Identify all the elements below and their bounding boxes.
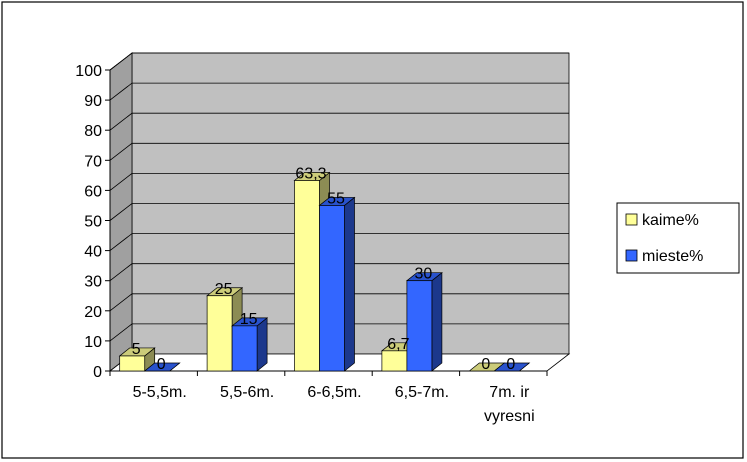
- x-tick-label: 6,5-7m.: [395, 384, 449, 401]
- y-tick-label: 40: [84, 244, 102, 261]
- legend: kaime% mieste%: [616, 202, 740, 274]
- gridline: [109, 172, 569, 191]
- data-label: 15: [240, 311, 258, 328]
- legend-swatch-mieste: [625, 249, 638, 262]
- x-tick-label: 5,5-6m.: [220, 384, 274, 401]
- data-label: 0: [481, 356, 490, 373]
- bar-mieste: [318, 196, 356, 372]
- data-label: 30: [415, 266, 433, 283]
- y-tick-label: 90: [84, 93, 102, 110]
- data-label: 0: [157, 356, 166, 373]
- data-label: 5: [132, 341, 141, 358]
- x-tick-label: 6-6,5m.: [307, 384, 361, 401]
- gridline: [109, 142, 569, 161]
- gridline: [109, 233, 569, 251]
- data-label: 25: [215, 281, 233, 298]
- y-tick-label: 0: [93, 364, 102, 381]
- y-tick-label: 20: [84, 304, 102, 321]
- y-tick-label: 30: [84, 274, 102, 291]
- x-tick-label: vyresni: [484, 408, 535, 425]
- data-label: 6,7: [387, 336, 409, 353]
- bar-mieste: [231, 317, 269, 372]
- data-label: 63,3: [295, 165, 326, 182]
- legend-label-kaime: kaime%: [642, 212, 699, 229]
- gridline: [109, 112, 569, 131]
- gridline: [109, 82, 569, 101]
- gridline: [109, 52, 569, 71]
- bar-mieste: [493, 362, 531, 372]
- y-tick-label: 70: [84, 153, 102, 170]
- y-tick-label: 100: [75, 63, 102, 80]
- legend-label-mieste: mieste%: [642, 248, 703, 265]
- bar-mieste: [405, 271, 443, 372]
- bar-kaime: [118, 347, 156, 372]
- x-tick-label: 5-5,5m.: [133, 384, 187, 401]
- gridline: [109, 263, 569, 282]
- bar-mieste: [143, 362, 181, 372]
- gridlines: [109, 52, 569, 342]
- data-label: 0: [506, 356, 515, 373]
- x-tick-label: 7m. ir: [489, 384, 530, 401]
- bars: [118, 171, 531, 372]
- gridline: [109, 203, 569, 221]
- y-tick-label: 80: [84, 123, 102, 140]
- y-tick-label: 10: [84, 334, 102, 351]
- y-tick-label: 60: [84, 183, 102, 200]
- y-tick-label: 50: [84, 214, 102, 231]
- data-label: 55: [327, 190, 345, 207]
- legend-swatch-kaime: [625, 213, 638, 226]
